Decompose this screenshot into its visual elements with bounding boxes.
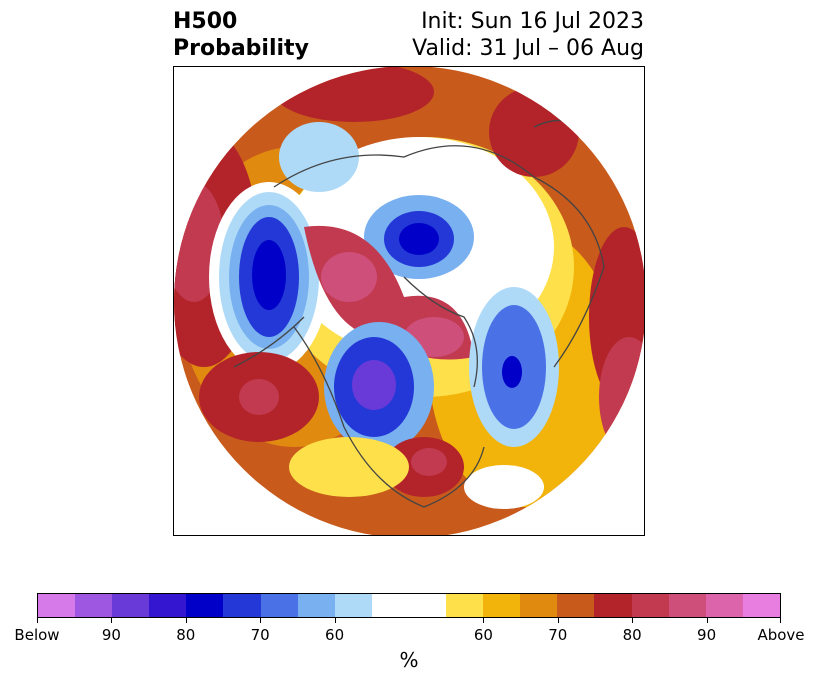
- colorbar-segment: [631, 594, 669, 617]
- colorbar-tick-label: 90: [697, 626, 717, 644]
- central-magenta-1: [321, 252, 377, 302]
- probability-map-svg: [174, 67, 644, 535]
- chart-title-left: H500 Probability: [173, 8, 309, 62]
- colorbar-tick-label: 90: [101, 626, 121, 644]
- colorbar-tick: [780, 618, 781, 623]
- coastlines: [233, 119, 615, 508]
- colorbar-tick: [37, 618, 38, 623]
- colorbar-tick-label: 70: [250, 626, 270, 644]
- polar-map: [173, 66, 645, 536]
- colorbar-tick: [483, 618, 485, 623]
- colorbar-tick-label: Below: [14, 626, 60, 644]
- colorbar-tick-label: 80: [176, 626, 196, 644]
- colorbar-segment: [408, 594, 447, 617]
- colorbar-ticks: [37, 618, 781, 628]
- colorbar-tick: [111, 618, 113, 623]
- title-product: Probability: [173, 36, 309, 61]
- colorbar-segment: [594, 594, 632, 617]
- colorbar-segment: [149, 594, 187, 617]
- red-blob-ne: [489, 87, 579, 177]
- colorbar-tick: [185, 618, 187, 623]
- south-yellow: [289, 437, 409, 497]
- colorbar-segment: [371, 594, 409, 617]
- colorbar-tick-label: 60: [473, 626, 493, 644]
- alaska-light-blue: [279, 122, 359, 192]
- colorbar-segment: [260, 594, 298, 617]
- colorbar-segment: [297, 594, 335, 617]
- init-date: Init: Sun 16 Jul 2023: [421, 9, 644, 34]
- colorbar-segment: [186, 594, 224, 617]
- atlantic-blue-core: [502, 356, 522, 388]
- colorbar-segment: [38, 594, 76, 617]
- colorbar-unit-label: %: [399, 648, 419, 672]
- colorbar-tick: [706, 618, 708, 623]
- colorbar-tick: [557, 618, 559, 623]
- colorbar-tick-label: 70: [548, 626, 568, 644]
- na-purple-core: [352, 360, 396, 410]
- pink-blob-us: [411, 448, 447, 476]
- colorbar-segment: [557, 594, 595, 617]
- colorbar-tick: [260, 618, 262, 623]
- colorbar-segment: [742, 594, 780, 617]
- colorbar-segment: [112, 594, 150, 617]
- colorbar-segment: [483, 594, 521, 617]
- colorbar-segment: [668, 594, 706, 617]
- colorbar-segment: [334, 594, 372, 617]
- arctic-blue-core: [399, 223, 439, 255]
- colorbar: [37, 593, 781, 618]
- colorbar-tick-label: 60: [325, 626, 345, 644]
- colorbar-segment: [223, 594, 261, 617]
- colorbar-tick: [632, 618, 634, 623]
- colorbar-segment: [75, 594, 113, 617]
- colorbar-tick: [334, 618, 336, 623]
- colorbar-segment: [446, 594, 484, 617]
- pink-blob-sw: [239, 379, 279, 415]
- colorbar-segment: [520, 594, 558, 617]
- chart-title-right: Init: Sun 16 Jul 2023 Valid: 31 Jul – 06…: [412, 8, 644, 62]
- colorbar-segment: [705, 594, 743, 617]
- colorbar-tick-label: 80: [622, 626, 642, 644]
- south-white: [464, 465, 544, 509]
- west-blue-core: [252, 240, 286, 310]
- title-variable: H500: [173, 9, 238, 34]
- valid-period: Valid: 31 Jul – 06 Aug: [412, 36, 644, 61]
- colorbar-tick-label: Above: [757, 626, 805, 644]
